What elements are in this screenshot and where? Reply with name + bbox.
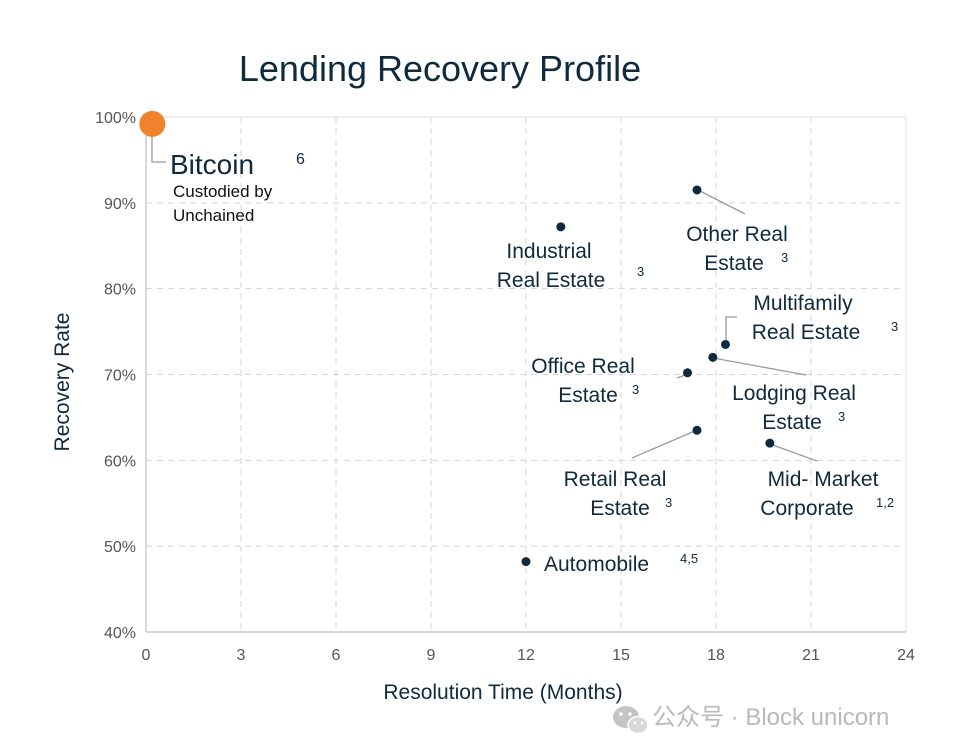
x-tick-label: 9 [427,647,436,664]
industrial-real-estate-label: Real Estate [497,269,606,292]
watermark: 公众号 · Block unicorn [613,704,889,735]
bitcoin-sublabel: Unchained [173,206,254,225]
multifamily-real-estate-leader-line [725,316,737,343]
y-tick-label: 60% [104,453,136,470]
x-tick-label: 6 [332,647,341,664]
automobile-point [521,557,531,567]
x-tick-label: 18 [707,647,725,664]
bitcoin-sublabel: Custodied by [173,182,273,201]
other-real-estate-leader-line [697,189,746,215]
industrial-real-estate-label: Industrial [506,240,591,263]
lodging-real-estate-point [708,352,718,362]
axes [145,116,907,633]
bitcoin-footnote: 6 [296,151,305,168]
x-tick-label: 3 [237,647,246,664]
data-points [139,110,775,567]
retail-real-estate-footnote: 3 [665,495,672,510]
y-tick-label: 90% [104,196,136,213]
office-real-estate-point [683,368,692,378]
automobile-label: Automobile [544,553,649,576]
multifamily-real-estate-point [721,339,730,349]
mid-market-corporate-point [765,438,775,448]
x-tick-label: 15 [612,647,630,664]
lodging-real-estate-leader-line [712,357,807,376]
multifamily-real-estate-label: Real Estate [752,321,861,344]
point-labels: Bitcoin 6 Custodied by Unchained Industrial R… [170,149,898,576]
office-real-estate-label: Office Real [531,355,635,378]
mid-market-corporate-footnote: 1,2 [876,495,894,510]
other-real-estate-label: Other Real [686,223,788,246]
y-tick-label: 40% [104,625,136,642]
y-tick-label: 50% [104,539,136,556]
leader-lines [151,127,818,462]
other-real-estate-label: Estate [704,252,764,275]
multifamily-real-estate-label: Multifamily [753,292,853,315]
y-tick-label: 80% [104,282,136,299]
other-real-estate-point [692,185,702,195]
x-tick-label: 0 [142,647,151,664]
y-axis-title: Recovery Rate [51,313,74,452]
x-tick-label: 24 [897,647,915,664]
other-real-estate-footnote: 3 [781,250,788,265]
retail-real-estate-point [692,425,702,435]
watermark-text: 公众号 · Block unicorn [652,704,889,731]
lodging-real-estate-label: Lodging Real [732,382,856,405]
office-real-estate-label: Estate [558,384,618,407]
office-real-estate-footnote: 3 [632,382,639,397]
mid-market-corporate-leader-line [769,443,818,462]
automobile-footnote: 4,5 [680,551,698,566]
lodging-real-estate-label: Estate [762,411,822,434]
x-axis-title: Resolution Time (Months) [383,681,622,704]
x-tick-label: 12 [517,647,535,664]
lodging-real-estate-footnote: 3 [838,409,845,424]
x-tick-labels: 0 3 6 9 12 15 18 21 24 [142,647,915,664]
bitcoin-label: Bitcoin [170,149,254,180]
y-tick-label: 100% [95,110,136,127]
mid-market-corporate-label: Corporate [760,497,853,520]
retail-real-estate-leader-line [631,429,698,459]
retail-real-estate-label: Estate [590,497,650,520]
wechat-icon [613,706,649,735]
retail-real-estate-label: Retail Real [564,468,667,491]
y-tick-label: 70% [104,368,136,385]
y-tick-labels: 40% 50% 60% 70% 80% 90% 100% [95,110,136,642]
multifamily-real-estate-footnote: 3 [891,319,898,334]
grid-lines [146,117,906,632]
chart-title: Lending Recovery Profile [239,48,641,89]
bitcoin-leader-line [151,127,166,163]
industrial-real-estate-footnote: 3 [637,264,644,279]
x-tick-label: 21 [802,647,820,664]
industrial-real-estate-point [556,222,566,232]
mid-market-corporate-label: Mid- Market [768,468,879,491]
bitcoin-point [139,110,166,137]
